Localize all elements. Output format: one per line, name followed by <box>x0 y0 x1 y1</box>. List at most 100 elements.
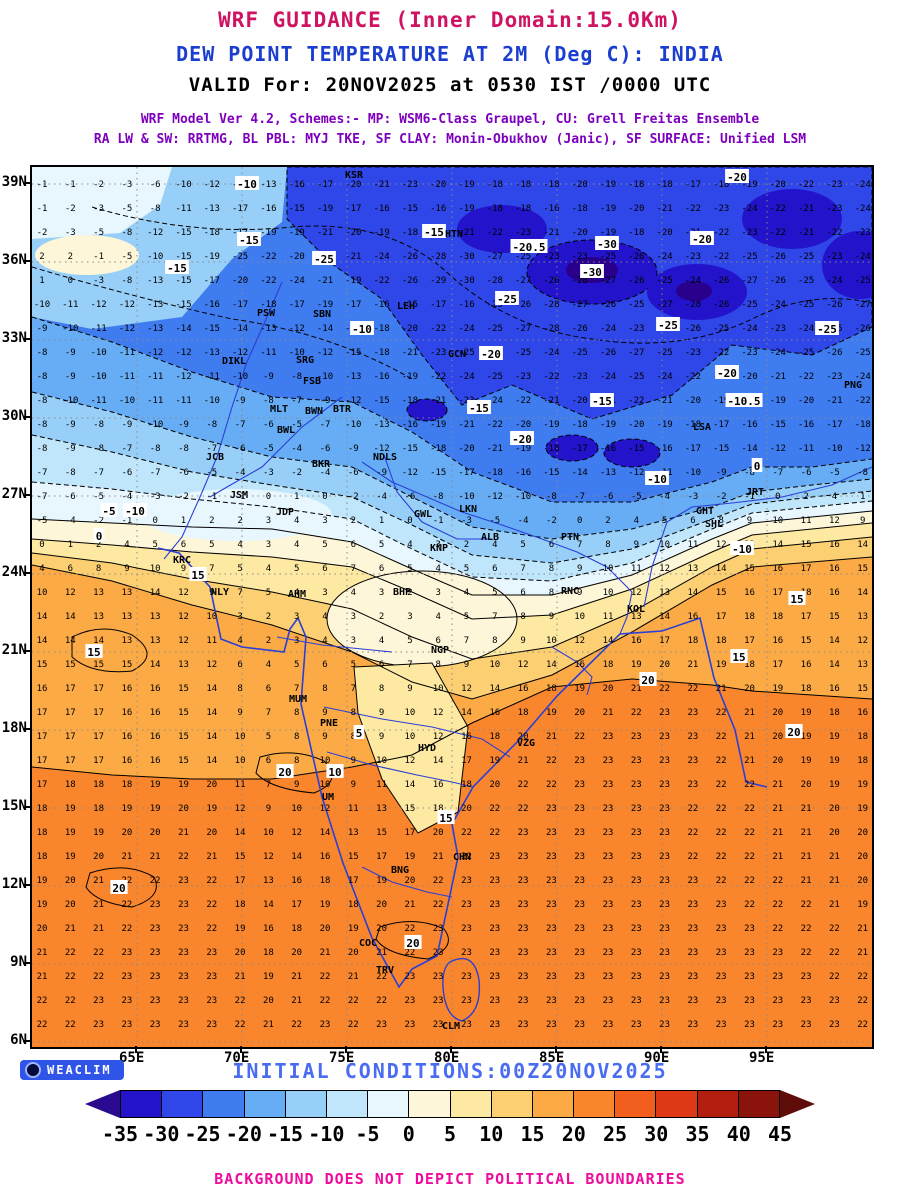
svg-text:-22: -22 <box>260 276 276 286</box>
svg-text:6: 6 <box>690 516 695 526</box>
colorbar-segment <box>614 1091 656 1117</box>
svg-text:4: 4 <box>351 588 356 598</box>
svg-text:-10: -10 <box>125 505 145 518</box>
svg-text:-12: -12 <box>175 372 191 382</box>
svg-text:-18: -18 <box>204 228 220 238</box>
svg-text:23: 23 <box>518 996 529 1006</box>
svg-text:-18: -18 <box>515 204 531 214</box>
svg-text:23: 23 <box>687 924 698 934</box>
svg-text:KSR: KSR <box>345 170 364 181</box>
svg-text:2: 2 <box>266 612 271 622</box>
svg-text:23: 23 <box>518 828 529 838</box>
svg-text:-17: -17 <box>204 276 220 286</box>
weaclim-badge: WEACLIM <box>20 1060 124 1080</box>
svg-text:19: 19 <box>829 756 840 766</box>
svg-text:-22: -22 <box>713 252 729 262</box>
svg-text:-5: -5 <box>37 516 48 526</box>
svg-text:14: 14 <box>461 708 472 718</box>
svg-text:-10: -10 <box>685 468 701 478</box>
svg-text:23: 23 <box>744 948 755 958</box>
svg-text:-25: -25 <box>855 348 871 358</box>
svg-text:23: 23 <box>687 708 698 718</box>
svg-text:21: 21 <box>772 780 783 790</box>
svg-text:-15: -15 <box>239 234 259 247</box>
svg-text:23: 23 <box>518 900 529 910</box>
svg-text:23: 23 <box>93 1020 104 1030</box>
svg-text:-11: -11 <box>119 372 135 382</box>
svg-text:-20: -20 <box>770 180 786 190</box>
svg-text:23: 23 <box>206 1020 217 1030</box>
svg-text:16: 16 <box>744 588 755 598</box>
svg-text:-27: -27 <box>487 252 503 262</box>
svg-text:-17: -17 <box>345 300 361 310</box>
lat-label: 12N <box>1 876 27 892</box>
svg-text:10: 10 <box>328 766 341 779</box>
svg-text:-26: -26 <box>685 324 701 334</box>
svg-text:2: 2 <box>209 516 214 526</box>
svg-text:23: 23 <box>687 900 698 910</box>
svg-text:-5: -5 <box>263 444 274 454</box>
svg-text:-3: -3 <box>461 516 472 526</box>
svg-text:7: 7 <box>464 636 469 646</box>
page-title: WRF GUIDANCE (Inner Domain:15.0Km) <box>218 8 682 32</box>
svg-text:8: 8 <box>520 612 525 622</box>
svg-text:9: 9 <box>266 804 271 814</box>
svg-text:23: 23 <box>178 900 189 910</box>
svg-text:-26: -26 <box>713 276 729 286</box>
svg-text:-20: -20 <box>727 171 747 184</box>
svg-text:-10: -10 <box>34 300 50 310</box>
svg-text:-9: -9 <box>716 468 727 478</box>
svg-text:-11: -11 <box>260 348 276 358</box>
svg-text:-5: -5 <box>121 204 132 214</box>
svg-text:-22: -22 <box>713 348 729 358</box>
svg-text:20: 20 <box>178 804 189 814</box>
svg-text:23: 23 <box>433 996 444 1006</box>
svg-text:11: 11 <box>603 612 614 622</box>
svg-text:19: 19 <box>716 660 727 670</box>
svg-text:-22: -22 <box>798 180 814 190</box>
svg-text:17: 17 <box>65 684 76 694</box>
svg-text:-20: -20 <box>628 204 644 214</box>
svg-text:19: 19 <box>150 804 161 814</box>
svg-text:14: 14 <box>206 708 217 718</box>
svg-text:23: 23 <box>631 876 642 886</box>
svg-text:22: 22 <box>829 924 840 934</box>
svg-text:ALB: ALB <box>481 532 499 543</box>
svg-text:21: 21 <box>801 828 812 838</box>
svg-text:-16: -16 <box>600 444 616 454</box>
svg-text:-18: -18 <box>543 444 559 454</box>
svg-text:23: 23 <box>659 852 670 862</box>
svg-text:-23: -23 <box>572 372 588 382</box>
svg-text:20: 20 <box>829 828 840 838</box>
svg-text:21: 21 <box>93 924 104 934</box>
svg-text:1: 1 <box>294 492 299 502</box>
svg-text:8: 8 <box>351 708 356 718</box>
svg-text:6: 6 <box>549 540 554 550</box>
svg-text:12: 12 <box>404 756 415 766</box>
svg-text:20: 20 <box>112 882 125 895</box>
svg-text:-10: -10 <box>732 543 752 556</box>
svg-text:-22: -22 <box>798 372 814 382</box>
svg-text:-27: -27 <box>572 300 588 310</box>
svg-text:16: 16 <box>121 684 132 694</box>
svg-text:-22: -22 <box>770 204 786 214</box>
svg-text:21: 21 <box>235 972 246 982</box>
svg-text:21: 21 <box>801 852 812 862</box>
colorbar-segment <box>573 1091 615 1117</box>
svg-text:18: 18 <box>320 876 331 886</box>
svg-text:-13: -13 <box>260 324 276 334</box>
svg-text:12: 12 <box>65 588 76 598</box>
lon-label: 75E <box>329 1050 355 1066</box>
svg-text:-8: -8 <box>37 396 48 406</box>
svg-text:23: 23 <box>178 948 189 958</box>
svg-text:23: 23 <box>489 876 500 886</box>
svg-text:-24: -24 <box>600 324 616 334</box>
svg-text:-8: -8 <box>121 276 132 286</box>
svg-text:23: 23 <box>631 852 642 862</box>
svg-text:-4: -4 <box>659 492 670 502</box>
svg-text:14: 14 <box>829 660 840 670</box>
svg-text:-15: -15 <box>770 420 786 430</box>
svg-text:-2: -2 <box>65 204 76 214</box>
svg-text:MUM: MUM <box>289 694 307 705</box>
svg-text:14: 14 <box>716 564 727 574</box>
